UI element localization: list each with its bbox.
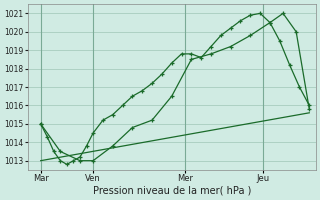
X-axis label: Pression niveau de la mer( hPa ): Pression niveau de la mer( hPa ) [92,186,251,196]
